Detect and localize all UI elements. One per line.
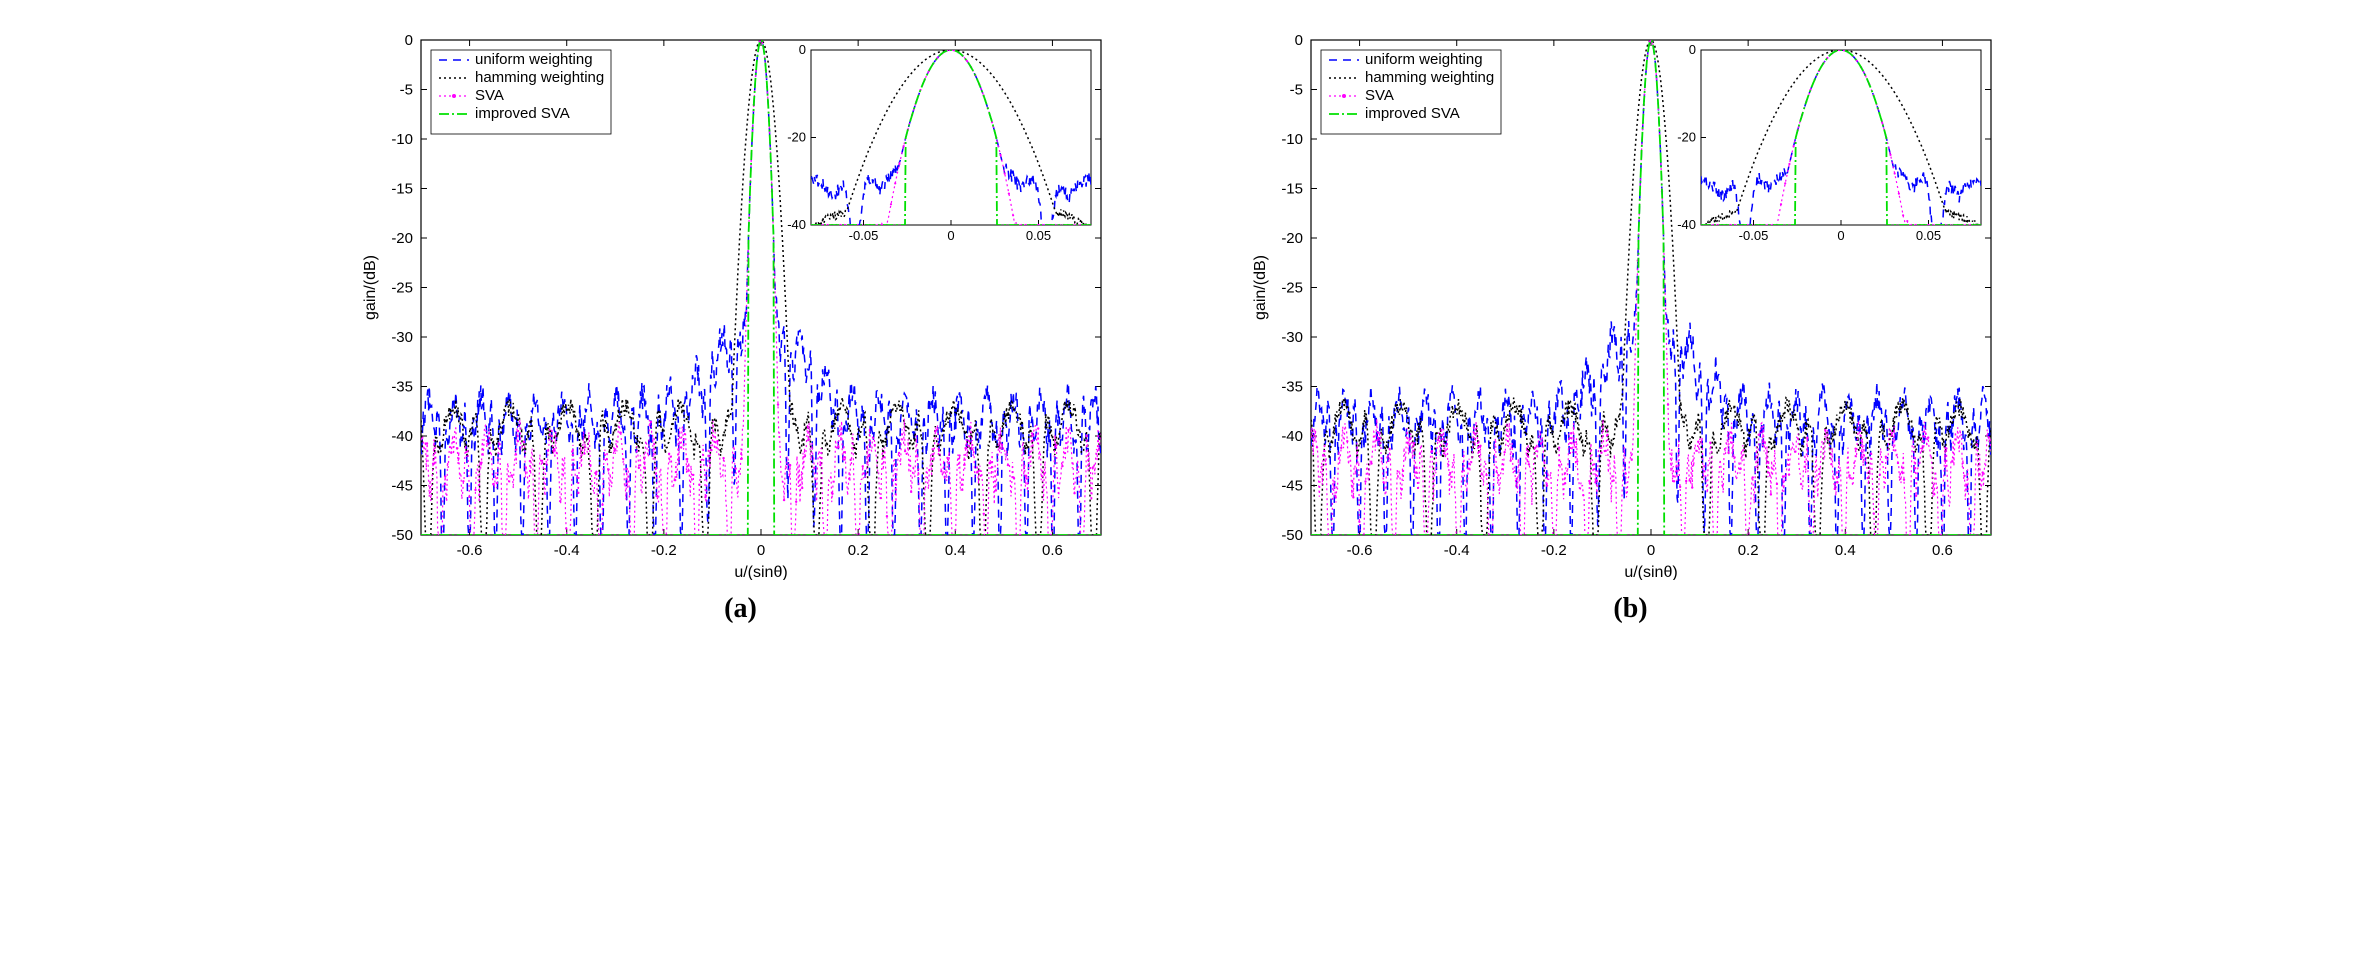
- svg-text:0.05: 0.05: [1915, 228, 1940, 243]
- svg-text:uniform weighting: uniform weighting: [475, 51, 593, 68]
- svg-text:-40: -40: [1677, 217, 1696, 232]
- chart-a-wrap: -0.6-0.4-0.200.20.40.6-50-45-40-35-30-25…: [351, 20, 1131, 585]
- panel-a: -0.6-0.4-0.200.20.40.6-50-45-40-35-30-25…: [351, 20, 1131, 625]
- svg-text:-30: -30: [391, 329, 413, 346]
- svg-text:0.4: 0.4: [944, 542, 965, 559]
- svg-text:hamming weighting: hamming weighting: [1365, 69, 1494, 86]
- svg-text:SVA: SVA: [475, 87, 504, 104]
- svg-text:-35: -35: [391, 379, 413, 396]
- svg-text:improved SVA: improved SVA: [475, 105, 570, 122]
- chart-a-svg: -0.6-0.4-0.200.20.40.6-50-45-40-35-30-25…: [351, 20, 1131, 580]
- svg-text:-20: -20: [391, 230, 413, 247]
- svg-text:0: 0: [1646, 542, 1654, 559]
- svg-text:improved SVA: improved SVA: [1365, 105, 1460, 122]
- svg-text:0.05: 0.05: [1025, 228, 1050, 243]
- figure-container: -0.6-0.4-0.200.20.40.6-50-45-40-35-30-25…: [20, 20, 2351, 625]
- svg-text:-10: -10: [1281, 131, 1303, 148]
- svg-text:-10: -10: [391, 131, 413, 148]
- svg-text:gain/(dB): gain/(dB): [1252, 255, 1269, 320]
- chart-b-svg: -0.6-0.4-0.200.20.40.6-50-45-40-35-30-25…: [1241, 20, 2021, 580]
- svg-text:0.6: 0.6: [1041, 542, 1062, 559]
- svg-text:0.2: 0.2: [847, 542, 868, 559]
- svg-text:-0.6: -0.6: [1346, 542, 1372, 559]
- svg-text:-0.05: -0.05: [848, 228, 878, 243]
- svg-text:0: 0: [1688, 42, 1695, 57]
- svg-text:-50: -50: [391, 527, 413, 544]
- svg-text:-0.4: -0.4: [1443, 542, 1469, 559]
- svg-text:u/(sinθ): u/(sinθ): [734, 564, 787, 580]
- subcaption-a: (a): [724, 593, 757, 625]
- svg-text:0.4: 0.4: [1834, 542, 1855, 559]
- svg-text:-30: -30: [1281, 329, 1303, 346]
- svg-text:-40: -40: [787, 217, 806, 232]
- svg-text:0: 0: [947, 228, 954, 243]
- svg-text:uniform weighting: uniform weighting: [1365, 51, 1483, 68]
- svg-text:-0.2: -0.2: [650, 542, 676, 559]
- svg-text:-15: -15: [391, 181, 413, 198]
- svg-text:-0.2: -0.2: [1540, 542, 1566, 559]
- svg-text:-50: -50: [1281, 527, 1303, 544]
- svg-text:gain/(dB): gain/(dB): [362, 255, 379, 320]
- svg-text:-0.6: -0.6: [456, 542, 482, 559]
- svg-text:0: 0: [798, 42, 805, 57]
- svg-text:hamming weighting: hamming weighting: [475, 69, 604, 86]
- subcaption-b: (b): [1613, 593, 1647, 625]
- panel-b: -0.6-0.4-0.200.20.40.6-50-45-40-35-30-25…: [1241, 20, 2021, 625]
- svg-text:-15: -15: [1281, 181, 1303, 198]
- chart-b-wrap: -0.6-0.4-0.200.20.40.6-50-45-40-35-30-25…: [1241, 20, 2021, 585]
- svg-text:0.6: 0.6: [1931, 542, 1952, 559]
- svg-text:-0.05: -0.05: [1738, 228, 1768, 243]
- svg-text:-25: -25: [391, 280, 413, 297]
- svg-text:u/(sinθ): u/(sinθ): [1624, 564, 1677, 580]
- svg-text:-20: -20: [1281, 230, 1303, 247]
- svg-text:-35: -35: [1281, 379, 1303, 396]
- svg-text:-5: -5: [399, 82, 412, 99]
- svg-text:-40: -40: [391, 428, 413, 445]
- svg-text:-45: -45: [391, 478, 413, 495]
- svg-text:-20: -20: [787, 130, 806, 145]
- svg-text:0: 0: [1837, 228, 1844, 243]
- svg-text:SVA: SVA: [1365, 87, 1394, 104]
- svg-text:-45: -45: [1281, 478, 1303, 495]
- svg-text:-20: -20: [1677, 130, 1696, 145]
- svg-text:0: 0: [404, 32, 412, 49]
- svg-text:0.2: 0.2: [1737, 542, 1758, 559]
- svg-text:0: 0: [1294, 32, 1302, 49]
- svg-text:0: 0: [756, 542, 764, 559]
- svg-text:-40: -40: [1281, 428, 1303, 445]
- svg-text:-25: -25: [1281, 280, 1303, 297]
- svg-text:-5: -5: [1289, 82, 1302, 99]
- svg-text:-0.4: -0.4: [553, 542, 579, 559]
